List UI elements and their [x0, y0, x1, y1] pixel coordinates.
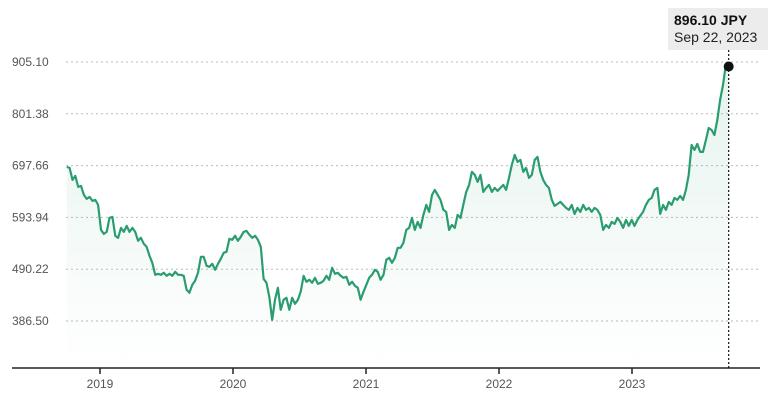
tooltip: 896.10 JPY Sep 22, 2023	[668, 8, 768, 50]
tooltip-date: Sep 22, 2023	[674, 29, 758, 45]
y-axis: 905.10 801.38 697.66 593.94 490.22 386.50	[12, 55, 49, 328]
y-tick-label: 697.66	[12, 159, 49, 173]
tooltip-value: 896.10 JPY	[674, 12, 748, 28]
x-tick-label: 2019	[87, 377, 114, 391]
x-tick-label: 2021	[353, 377, 380, 391]
y-tick-label: 593.94	[12, 210, 49, 224]
x-axis: 2019 2020 2021 2022 2023	[87, 368, 646, 391]
x-tick-label: 2020	[220, 377, 247, 391]
y-tick-label: 801.38	[12, 107, 49, 121]
x-tick-label: 2023	[619, 377, 646, 391]
area-fill	[66, 65, 729, 366]
y-tick-label: 386.50	[12, 314, 49, 328]
tooltip-point	[723, 61, 734, 72]
y-tick-label: 905.10	[12, 55, 49, 69]
x-tick-label: 2022	[486, 377, 513, 391]
y-tick-label: 490.22	[12, 262, 49, 276]
series-line	[66, 63, 730, 321]
